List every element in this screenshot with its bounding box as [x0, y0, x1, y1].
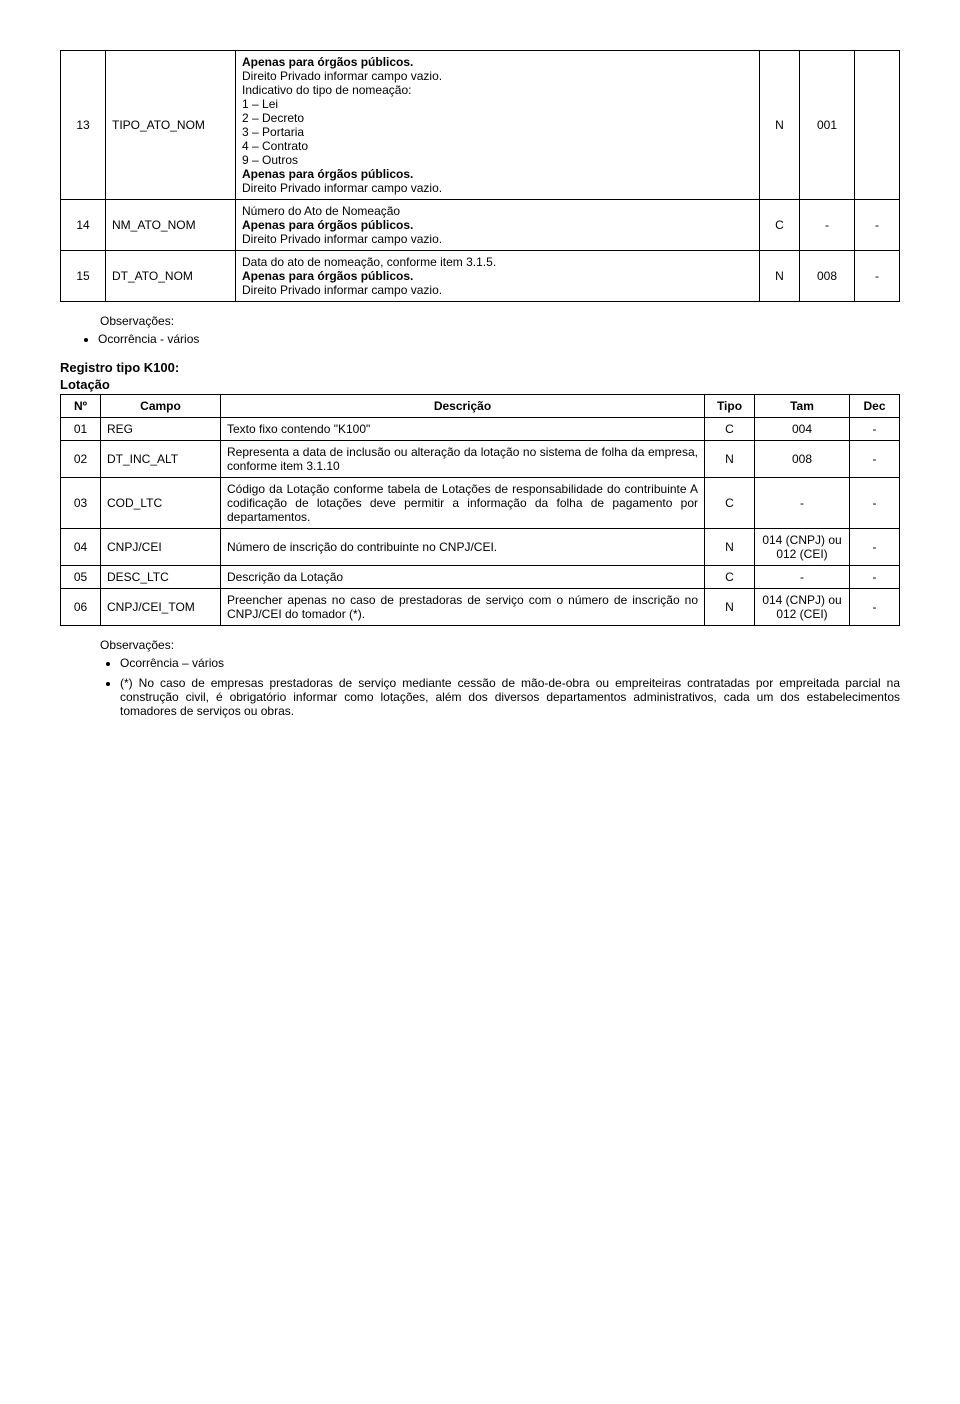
- cell-campo: CNPJ/CEI_TOM: [101, 589, 221, 626]
- table-row: 02DT_INC_ALTRepresenta a data de inclusã…: [61, 441, 900, 478]
- cell-tipo: C: [705, 478, 755, 529]
- cell-desc: Número de inscrição do contribuinte no C…: [221, 529, 705, 566]
- cell-tipo: C: [705, 566, 755, 589]
- cell-desc: Descrição da Lotação: [221, 566, 705, 589]
- col-campo: Campo: [101, 395, 221, 418]
- cell-num: 15: [61, 251, 106, 302]
- cell-campo: TIPO_ATO_NOM: [106, 51, 236, 200]
- table-row: 01REGTexto fixo contendo "K100"C004-: [61, 418, 900, 441]
- cell-desc: Código da Lotação conforme tabela de Lot…: [221, 478, 705, 529]
- section-heading-registro: Registro tipo K100:: [60, 360, 900, 375]
- cell-tam: -: [755, 478, 850, 529]
- table-row: 14NM_ATO_NOMNúmero do Ato de NomeaçãoApe…: [61, 200, 900, 251]
- cell-tam: -: [800, 200, 855, 251]
- cell-dec: [855, 51, 900, 200]
- cell-desc: Preencher apenas no caso de prestadoras …: [221, 589, 705, 626]
- cell-tipo: N: [705, 441, 755, 478]
- table-row: 03COD_LTCCódigo da Lotação conforme tabe…: [61, 478, 900, 529]
- cell-desc: Data do ato de nomeação, conforme item 3…: [236, 251, 760, 302]
- cell-dec: -: [850, 566, 900, 589]
- col-desc: Descrição: [221, 395, 705, 418]
- col-tipo: Tipo: [705, 395, 755, 418]
- table-header-row: Nº Campo Descrição Tipo Tam Dec: [61, 395, 900, 418]
- cell-tipo: N: [705, 589, 755, 626]
- cell-tam: 004: [755, 418, 850, 441]
- cell-campo: DESC_LTC: [101, 566, 221, 589]
- cell-tipo: N: [760, 251, 800, 302]
- cell-tam: 014 (CNPJ) ou 012 (CEI): [755, 529, 850, 566]
- obs2-item: Ocorrência – vários: [120, 656, 900, 670]
- table-row: 13TIPO_ATO_NOMApenas para órgãos público…: [61, 51, 900, 200]
- section-heading-lotacao: Lotação: [60, 377, 900, 392]
- cell-num: 05: [61, 566, 101, 589]
- col-tam: Tam: [755, 395, 850, 418]
- observacoes-label-2: Observações:: [100, 638, 900, 652]
- cell-campo: COD_LTC: [101, 478, 221, 529]
- cell-campo: DT_ATO_NOM: [106, 251, 236, 302]
- cell-num: 02: [61, 441, 101, 478]
- cell-campo: REG: [101, 418, 221, 441]
- col-dec: Dec: [850, 395, 900, 418]
- cell-desc: Apenas para órgãos públicos.Direito Priv…: [236, 51, 760, 200]
- cell-dec: -: [855, 200, 900, 251]
- cell-num: 06: [61, 589, 101, 626]
- cell-tipo: C: [760, 200, 800, 251]
- cell-campo: NM_ATO_NOM: [106, 200, 236, 251]
- cell-num: 14: [61, 200, 106, 251]
- cell-tam: -: [755, 566, 850, 589]
- cell-dec: -: [850, 441, 900, 478]
- cell-dec: -: [850, 589, 900, 626]
- cell-desc: Número do Ato de NomeaçãoApenas para órg…: [236, 200, 760, 251]
- obs2-item: (*) No caso de empresas prestadoras de s…: [120, 676, 900, 718]
- table-k100: Nº Campo Descrição Tipo Tam Dec 01REGTex…: [60, 394, 900, 626]
- cell-tam: 008: [800, 251, 855, 302]
- observacoes-label-1: Observações:: [100, 314, 900, 328]
- cell-tam: 008: [755, 441, 850, 478]
- cell-num: 01: [61, 418, 101, 441]
- observacoes-list-1: Ocorrência - vários: [98, 332, 900, 346]
- cell-dec: -: [850, 478, 900, 529]
- cell-tam: 014 (CNPJ) ou 012 (CEI): [755, 589, 850, 626]
- cell-tipo: N: [705, 529, 755, 566]
- table-row: 15DT_ATO_NOMData do ato de nomeação, con…: [61, 251, 900, 302]
- cell-desc: Representa a data de inclusão ou alteraç…: [221, 441, 705, 478]
- obs1-item: Ocorrência - vários: [98, 332, 900, 346]
- table-row: 04CNPJ/CEINúmero de inscrição do contrib…: [61, 529, 900, 566]
- cell-tipo: N: [760, 51, 800, 200]
- cell-dec: -: [855, 251, 900, 302]
- cell-campo: DT_INC_ALT: [101, 441, 221, 478]
- table-row: 05DESC_LTCDescrição da LotaçãoC--: [61, 566, 900, 589]
- cell-num: 03: [61, 478, 101, 529]
- cell-tipo: C: [705, 418, 755, 441]
- cell-desc: Texto fixo contendo "K100": [221, 418, 705, 441]
- cell-num: 13: [61, 51, 106, 200]
- cell-tam: 001: [800, 51, 855, 200]
- cell-campo: CNPJ/CEI: [101, 529, 221, 566]
- table-top: 13TIPO_ATO_NOMApenas para órgãos público…: [60, 50, 900, 302]
- cell-dec: -: [850, 418, 900, 441]
- col-num: Nº: [61, 395, 101, 418]
- cell-dec: -: [850, 529, 900, 566]
- cell-num: 04: [61, 529, 101, 566]
- table-row: 06CNPJ/CEI_TOMPreencher apenas no caso d…: [61, 589, 900, 626]
- observacoes-list-2: Ocorrência – vários (*) No caso de empres…: [120, 656, 900, 718]
